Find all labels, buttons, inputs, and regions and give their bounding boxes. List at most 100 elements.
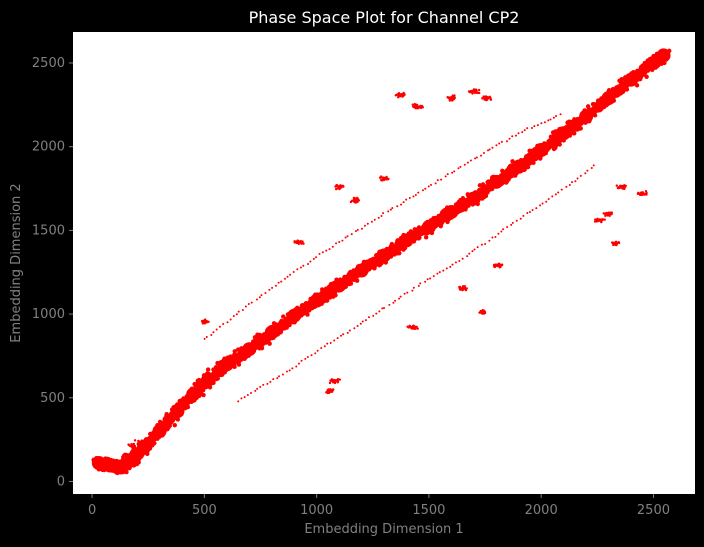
- scatter-point: [115, 459, 119, 462]
- scatter-point: [316, 349, 319, 352]
- scatter-point: [416, 106, 419, 110]
- scatter-point: [132, 444, 135, 447]
- scatter-point: [528, 210, 531, 213]
- scatter-point: [247, 303, 250, 306]
- scatter-point: [442, 269, 445, 272]
- scatter-point: [414, 193, 417, 196]
- scatter-point: [543, 121, 546, 124]
- scatter-point: [385, 175, 388, 179]
- scatter-point: [506, 172, 512, 177]
- scatter-point: [204, 320, 207, 323]
- scatter-point: [432, 275, 435, 278]
- scatter-point: [549, 118, 552, 121]
- scatter-point: [378, 176, 382, 179]
- scatter-point: [382, 212, 385, 215]
- scatter-point: [271, 321, 277, 326]
- scatter-point: [269, 380, 272, 383]
- scatter-point: [134, 455, 138, 458]
- scatter-point: [348, 329, 351, 332]
- scatter-point: [572, 120, 578, 126]
- scatter-point: [449, 265, 452, 268]
- scatter-point: [411, 103, 414, 106]
- scatter-point: [610, 87, 616, 92]
- scatter-point: [254, 389, 257, 392]
- scatter-point: [555, 115, 558, 118]
- scatter-point: [335, 242, 338, 245]
- scatter-point: [473, 91, 476, 94]
- scatter-point: [556, 126, 571, 141]
- scatter-point: [326, 286, 331, 292]
- scatter-point: [477, 183, 483, 188]
- scatter-point: [149, 434, 154, 440]
- scatter-point: [367, 258, 373, 263]
- scatter-point: [185, 401, 190, 407]
- scatter-point: [363, 224, 366, 227]
- scatter-point: [354, 201, 357, 204]
- scatter-point: [272, 378, 275, 381]
- scatter-point: [293, 241, 296, 244]
- scatter-point: [166, 422, 172, 427]
- scatter-point: [474, 157, 477, 160]
- scatter-point: [396, 241, 401, 246]
- scatter-point: [515, 219, 518, 222]
- scatter-point: [489, 174, 504, 189]
- scatter-point: [108, 459, 111, 462]
- scatter-point: [329, 341, 332, 344]
- scatter-point: [372, 314, 375, 317]
- scatter-point: [292, 270, 295, 273]
- scatter-point: [567, 123, 572, 129]
- scatter-point: [344, 236, 347, 239]
- scatter-point: [536, 124, 539, 127]
- scatter-point: [183, 405, 188, 411]
- scatter-point: [503, 177, 509, 182]
- scatter-point: [336, 378, 340, 381]
- scatter-point: [334, 187, 338, 191]
- scatter-point: [360, 227, 363, 230]
- scatter-point: [314, 352, 317, 355]
- scatter-point: [338, 240, 341, 243]
- scatter-point: [484, 243, 487, 246]
- scatter-point: [411, 289, 414, 292]
- scatter-point: [393, 249, 399, 255]
- scatter-point: [415, 325, 418, 329]
- scatter-point: [237, 400, 240, 403]
- scatter-point: [440, 178, 443, 181]
- scatter-point: [259, 339, 265, 344]
- scatter-point: [109, 461, 113, 464]
- scatter-point: [491, 236, 494, 239]
- scatter-point: [232, 349, 237, 354]
- scatter-point: [413, 231, 418, 236]
- scatter-point: [128, 454, 131, 457]
- scatter-point: [458, 285, 462, 289]
- scatter-point: [423, 235, 429, 240]
- scatter-point: [454, 261, 457, 264]
- scatter-point: [242, 342, 257, 357]
- scatter-point: [419, 105, 422, 108]
- scatter-point: [438, 271, 441, 274]
- scatter-point: [534, 143, 549, 158]
- scatter-point: [646, 55, 661, 70]
- scatter-point: [553, 129, 558, 134]
- scatter-point: [440, 210, 445, 215]
- scatter-point: [215, 360, 220, 366]
- scatter-point: [457, 167, 460, 170]
- scatter-point: [389, 208, 392, 211]
- scatter-point: [481, 97, 484, 100]
- scatter-point: [244, 305, 247, 308]
- scatter-point: [243, 396, 246, 399]
- scatter-point: [246, 394, 249, 397]
- scatter-point: [547, 198, 550, 201]
- scatter-point: [379, 178, 383, 182]
- scatter-point: [526, 212, 529, 215]
- scatter-point: [391, 206, 394, 209]
- scatter-point: [364, 319, 367, 322]
- scatter-point: [346, 331, 349, 334]
- scatter-point: [203, 337, 206, 340]
- scatter-point: [331, 245, 334, 248]
- scatter-point: [487, 149, 490, 152]
- scatter-point: [322, 289, 327, 294]
- scatter-point: [464, 288, 468, 292]
- scatter-point: [277, 281, 280, 284]
- scatter-point: [163, 416, 168, 421]
- scatter-point: [205, 335, 208, 338]
